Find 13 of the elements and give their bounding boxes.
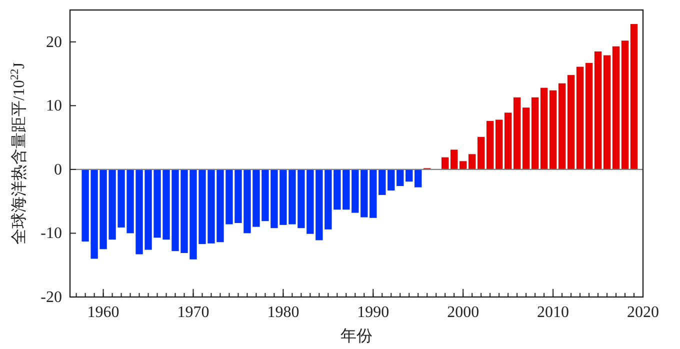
y-tick-label: 10: [46, 98, 62, 115]
x-tick-label: 1990: [357, 304, 390, 321]
y-tick-label: -10: [40, 225, 62, 242]
x-tick-label: 1960: [87, 304, 120, 321]
x-tick-label: 2000: [447, 304, 480, 321]
y-tick-label: -20: [40, 289, 62, 306]
x-axis-title: 年份: [340, 328, 372, 345]
y-tick-label: 0: [54, 161, 62, 178]
x-tick-label: 2020: [627, 304, 659, 321]
x-tick-label: 2010: [537, 304, 570, 321]
x-tick-label: 1970: [177, 304, 210, 321]
x-tick-label: 1980: [267, 304, 300, 321]
y-tick-label: 20: [46, 34, 62, 51]
